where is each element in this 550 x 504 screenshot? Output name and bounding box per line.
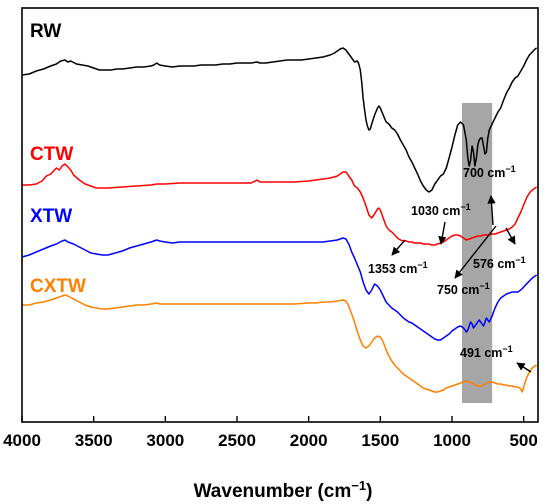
series-layer <box>21 47 538 393</box>
plot-frame <box>21 7 539 423</box>
x-tick-label-500: 500 <box>509 431 537 450</box>
x-tick-label-1500: 1500 <box>361 431 399 450</box>
annotation-576: 576 cm−1 <box>473 255 526 271</box>
series-line-rw <box>21 47 538 193</box>
arrow-1353 <box>391 239 406 256</box>
series-label-cxtw: CXTW <box>30 276 86 297</box>
annotation-1030: 1030 cm−1 <box>411 202 471 218</box>
x-tick-label-3500: 3500 <box>75 431 113 450</box>
series-label-ctw: CTW <box>30 144 73 165</box>
annotation-491: 491 cm−1 <box>460 344 513 360</box>
x-tick-label-4000: 4000 <box>3 431 41 450</box>
arrow-700 <box>487 195 496 226</box>
series-label-rw: RW <box>30 21 61 42</box>
x-tick-label-1000: 1000 <box>433 431 471 450</box>
arrow-491 <box>516 362 532 373</box>
series-line-ctw <box>22 163 538 246</box>
arrow-576 <box>505 227 516 245</box>
annotation-1353: 1353 cm−1 <box>368 260 428 276</box>
annotation-700: 700 cm−1 <box>463 164 516 180</box>
arrow-1030 <box>438 221 447 245</box>
arrow-750 <box>454 225 497 279</box>
x-axis-title: Wavenumber (cm−1) <box>194 478 373 502</box>
x-tick-label-3000: 3000 <box>146 431 184 450</box>
series-line-cxtw <box>22 294 538 393</box>
x-tick-label-2000: 2000 <box>290 431 328 450</box>
series-line-xtw <box>21 237 538 341</box>
annotation-750: 750 cm−1 <box>437 281 490 297</box>
series-label-xtw: XTW <box>30 206 72 227</box>
x-axis-ticks: 4000 3500 3000 2500 2000 1500 1000 500 <box>3 416 538 450</box>
x-tick-label-2500: 2500 <box>218 431 256 450</box>
